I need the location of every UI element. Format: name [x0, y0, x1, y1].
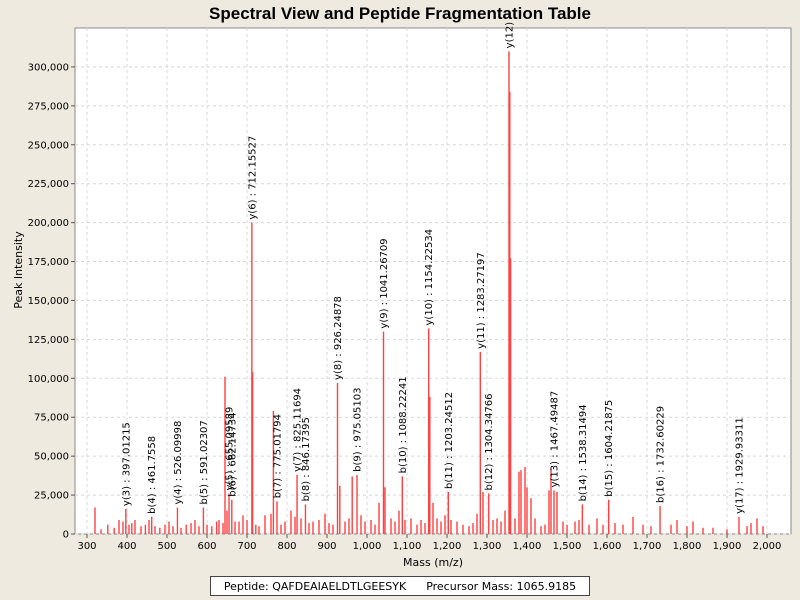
- y-tick-label: 300,000: [28, 62, 69, 73]
- y-tick-label: 100,000: [28, 374, 69, 385]
- peak-label: b(4) : 461.7558: [147, 436, 158, 514]
- peak-label: y(3) : 397.01215: [121, 422, 132, 506]
- y-tick-label: 50,000: [34, 452, 69, 463]
- y-axis: 0 25,000 50,000 75,000 100,000 125,000 150,000…: [28, 62, 75, 541]
- x-tick-label: 700: [237, 541, 256, 552]
- peak-label: y(10) : 1154.22534: [424, 229, 435, 326]
- x-tick-label: 2,000: [753, 541, 782, 552]
- peak-label: b(8) : 846.17395: [301, 417, 312, 501]
- x-tick-label: 1,100: [393, 541, 422, 552]
- y-tick-label: 225,000: [28, 179, 69, 190]
- peak-label: y(4) : 526.09998: [173, 421, 184, 505]
- y-tick-label: 250,000: [28, 140, 69, 151]
- peak-label: b(5) : 591.02307: [199, 420, 210, 504]
- peak-label: y(12): [505, 22, 516, 49]
- peptide-sequence: Peptide: QAFDEAIAELDTLGEESYK: [223, 579, 407, 593]
- x-tick-label: 1,700: [633, 541, 662, 552]
- peak-label: y(17) : 1929.93311: [734, 417, 745, 514]
- peak-series: [94, 51, 764, 534]
- peak-label: b(9) : 975.05103: [353, 388, 364, 472]
- x-axis: 300 400 500 600 700 800 900 1,000 1,100 1,200 1,30…: [77, 534, 781, 552]
- x-tick-label: 1,900: [713, 541, 742, 552]
- x-tick-label: 1,600: [593, 541, 622, 552]
- y-tick-label: 200,000: [28, 218, 69, 229]
- peak-label: b(14) : 1538.31494: [578, 404, 589, 501]
- x-tick-label: 1,400: [513, 541, 542, 552]
- peak-label: b(15) : 1604.21875: [604, 400, 615, 497]
- x-tick-label: 900: [317, 541, 336, 552]
- peak-label: b(16) : 1732.60229: [656, 406, 667, 503]
- peak-label: y(8) : 926.24878: [333, 296, 344, 380]
- x-tick-label: 600: [197, 541, 216, 552]
- peak-label: y(7) : 825.11694: [293, 388, 304, 472]
- x-tick-label: 500: [157, 541, 176, 552]
- x-tick-label: 1,500: [553, 541, 582, 552]
- peak-label: b(7) : 775.01794: [273, 414, 284, 498]
- chart-title: Spectral View and Peptide Fragmentation …: [209, 4, 591, 23]
- y-tick-label: 275,000: [28, 101, 69, 112]
- precursor-mass: Precursor Mass: 1065.9185: [426, 579, 577, 593]
- x-tick-label: 1,800: [673, 541, 702, 552]
- x-tick-label: 1,200: [433, 541, 462, 552]
- x-tick-label: 800: [277, 541, 296, 552]
- x-axis-label: Mass (m/z): [403, 556, 463, 569]
- y-tick-label: 25,000: [34, 491, 69, 502]
- peak-label: y(6) : 712.15527: [247, 136, 258, 220]
- peak-label: b(10) : 1088.22241: [398, 376, 409, 473]
- y-tick-label: 0: [63, 530, 69, 541]
- x-tick-label: 300: [77, 541, 96, 552]
- peak-label: b(6) : 662.14734: [227, 412, 238, 496]
- y-tick-label: 175,000: [28, 257, 69, 268]
- peak-label: b(12) : 1304.34766: [484, 393, 495, 490]
- x-tick-label: 400: [117, 541, 136, 552]
- y-tick-label: 125,000: [28, 335, 69, 346]
- peak-annotations: y(3) : 397.01215 b(4) : 461.7558 y(4) : 52…: [121, 22, 745, 514]
- y-axis-label: Peak Intensity: [12, 231, 25, 309]
- peak-label: y(9) : 1041.26709: [379, 238, 390, 328]
- peak-label: y(5) : 655.09589: [225, 407, 236, 491]
- x-tick-label: 1,000: [353, 541, 382, 552]
- peptide-legend: Peptide: QAFDEAIAELDTLGEESYK Precursor M…: [210, 576, 590, 596]
- peak-label: y(11) : 1283.27197: [476, 252, 487, 349]
- peak-label: b(11) : 1203.24512: [444, 392, 455, 489]
- plot-area: [74, 27, 792, 535]
- y-tick-label: 150,000: [28, 296, 69, 307]
- y-tick-label: 75,000: [34, 413, 69, 424]
- x-tick-label: 1,300: [473, 541, 502, 552]
- peak-label: y(13) : 1467.49487: [549, 391, 560, 488]
